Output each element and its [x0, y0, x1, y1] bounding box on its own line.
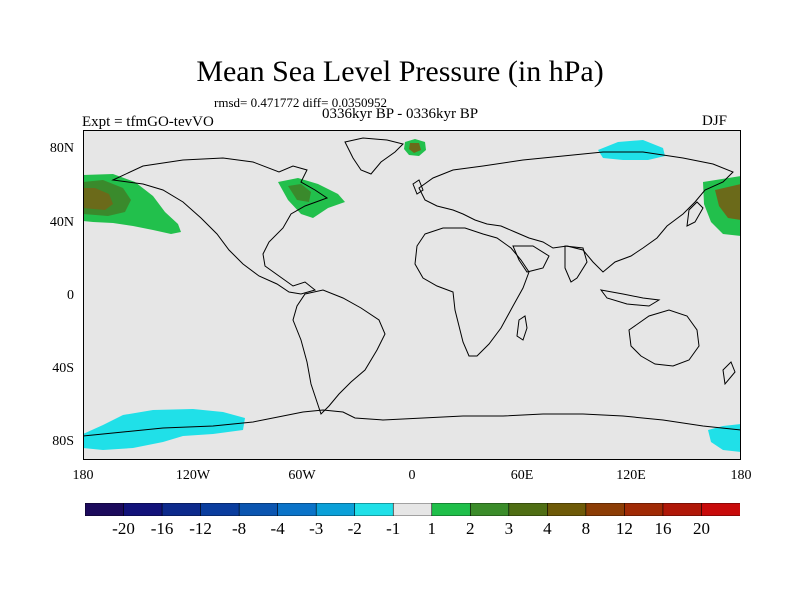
positive-anomaly-regions: [83, 139, 741, 236]
colorbar: [85, 503, 740, 516]
colorbar-swatch: [624, 503, 664, 516]
arctic-anomaly-core: [409, 143, 421, 153]
indonesia-coast: [599, 289, 661, 307]
colorbar-swatch: [354, 503, 394, 516]
colorbar-label: -8: [232, 519, 247, 538]
colorbar-label: -12: [189, 519, 212, 538]
world-map: [83, 130, 741, 460]
colorbar-swatch: [238, 503, 279, 516]
new-zealand-coast: [722, 361, 736, 386]
colorbar-swatch: [431, 503, 471, 516]
colorbar-swatch: [508, 503, 548, 516]
southern-indian-anomaly: [708, 424, 741, 452]
australia-coast: [628, 309, 700, 367]
antarctica-coast: [83, 409, 741, 437]
colorbar-label: -20: [112, 519, 135, 538]
lat-label-80s: 80S: [52, 434, 74, 449]
japan-coast: [686, 201, 704, 227]
arabia-coast: [512, 245, 550, 273]
colorbar-label: -1: [386, 519, 401, 538]
negative-anomaly-regions: [83, 140, 741, 452]
lat-label-40s: 40S: [52, 361, 74, 376]
north-pacific-east-anomaly-core: [715, 184, 741, 220]
colorbar-swatch: [701, 503, 740, 516]
madagascar-coast: [516, 315, 528, 341]
colorbar-label: 3: [504, 519, 514, 538]
north-atlantic-anomaly-core: [288, 184, 311, 202]
colorbar-swatch: [315, 503, 356, 516]
experiment-label: Expt = tfmGO-tevVO: [82, 114, 214, 130]
africa-coast: [414, 227, 530, 357]
lat-label-80n: 80N: [49, 141, 74, 156]
north-america-coast: [111, 157, 329, 295]
colorbar-label: 1: [427, 519, 437, 538]
southern-pacific-anomaly: [83, 409, 245, 450]
colorbar-label: 2: [466, 519, 475, 538]
siberian-arctic-anomaly: [598, 140, 665, 160]
colorbar-swatch: [123, 503, 163, 516]
lat-label-40n: 40N: [49, 215, 74, 230]
season-label: DJF: [702, 113, 728, 129]
colorbar-label: -2: [347, 519, 362, 538]
colorbar-label: 4: [543, 519, 552, 538]
colorbar-swatch: [547, 503, 587, 516]
colorbar-label: 20: [692, 519, 710, 538]
colorbar-swatch: [662, 503, 703, 516]
map-background: [83, 130, 741, 460]
period-label: 0336kyr BP - 0336kyr BP: [322, 106, 479, 122]
colorbar-label: 16: [654, 519, 672, 538]
colorbar-label: -16: [150, 519, 174, 538]
south-america-coast: [292, 289, 386, 415]
coastlines: [83, 137, 741, 437]
colorbar-label: 8: [581, 519, 591, 538]
colorbar-label: -4: [270, 519, 285, 538]
lon-label-60w: 60W: [288, 468, 316, 483]
lon-label-180e: 180: [730, 468, 752, 483]
plot-title: Mean Sea Level Pressure (in hPa): [196, 55, 604, 88]
lat-label-0: 0: [67, 288, 74, 303]
colorbar-swatch: [85, 503, 125, 516]
map-frame: [83, 130, 741, 460]
north-pacific-west-anomaly-peak: [83, 188, 113, 210]
colorbar-swatch: [161, 503, 202, 516]
colorbar-swatch: [392, 503, 433, 516]
colorbar-label: 12: [615, 519, 633, 538]
stats-line: rmsd= 0.471772 diff= 0.0350952: [214, 95, 387, 110]
lon-label-60e: 60E: [510, 468, 534, 483]
colorbar-swatch: [277, 503, 317, 516]
colorbar-swatch: [200, 503, 240, 516]
colorbar-label: -3: [309, 519, 324, 538]
eurasia-coast: [418, 151, 734, 273]
colorbar-swatch: [469, 503, 510, 516]
lon-label-180w: 180: [72, 468, 94, 483]
lon-label-0: 0: [408, 468, 416, 483]
lon-label-120w: 120W: [175, 468, 211, 483]
india-coast: [564, 245, 588, 283]
lon-label-120e: 120E: [616, 468, 646, 483]
colorbar-swatch: [585, 503, 626, 516]
greenland-coast: [344, 137, 404, 175]
british-isles-coast: [412, 179, 424, 195]
